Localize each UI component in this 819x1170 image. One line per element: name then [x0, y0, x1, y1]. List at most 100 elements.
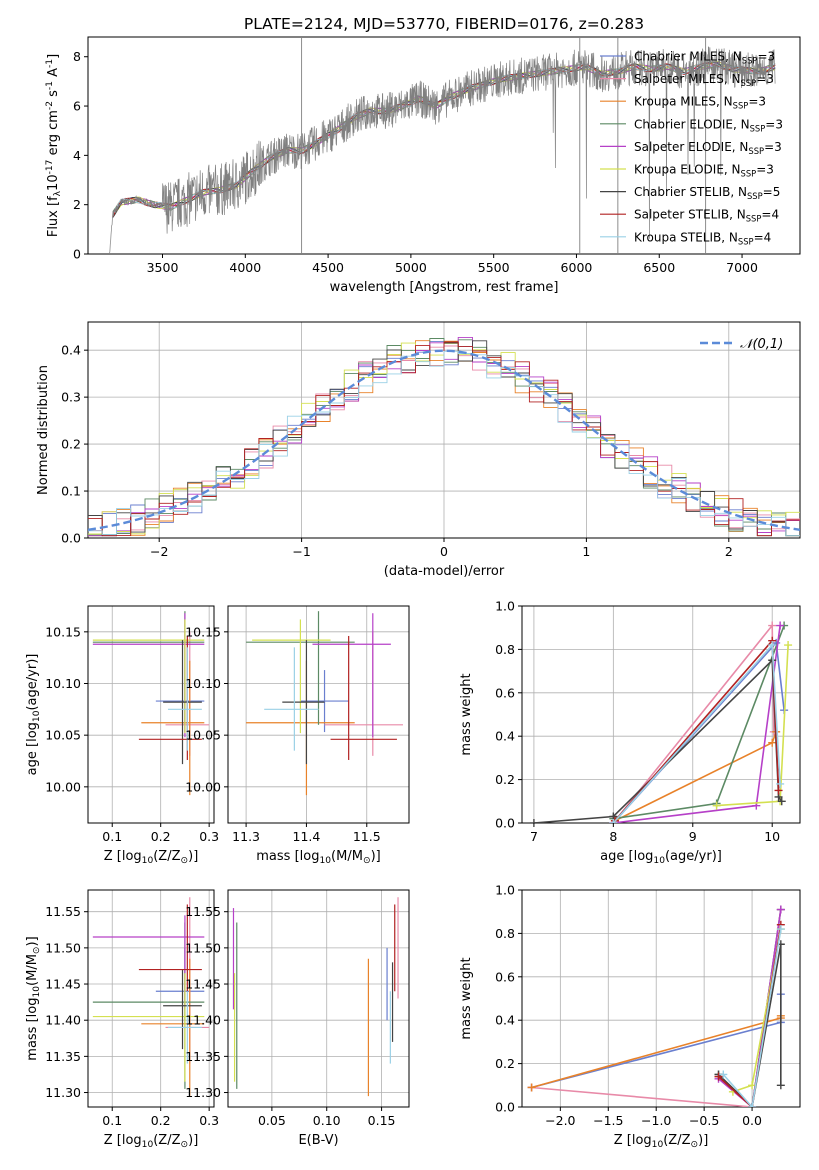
legend-label: 𝒩(0,1)	[740, 337, 783, 352]
marker-plus	[776, 621, 785, 630]
x-tick-label: −1.5	[593, 1113, 623, 1128]
legend-label: Kroupa STELIB, NSSP​=4	[634, 230, 771, 246]
plot-area-age_vs_mass	[246, 611, 403, 796]
legend-label: Chabrier STELIB, NSSP​=5	[634, 185, 780, 201]
x-tick-label: 8	[609, 829, 617, 844]
y-tick-label: 1.0	[495, 599, 515, 614]
y-tick-label: 0.4	[495, 1013, 515, 1028]
x-tick-label: 0.1	[102, 1113, 122, 1128]
axes-mass_vs_Z: 11.30 11.35 11.40 11.45 11.50 11.55 0.1 0.2 0.3Z…	[25, 889, 219, 1150]
x-tick-label: 11.5	[353, 829, 381, 844]
y-tick-label: 8	[73, 49, 81, 64]
plot-area-weight_vs_Z	[527, 905, 785, 1107]
axes-frame	[227, 889, 410, 1108]
y-axis-label: mass weight	[459, 673, 474, 755]
y-axis-label: Flux [fλ​10-17​ erg cm-2​ s-1​ A-1​]	[45, 54, 63, 237]
axes-frame	[87, 605, 215, 824]
y-tick-label: 11.30	[185, 1085, 221, 1100]
y-tick-label: 0.1	[61, 484, 81, 499]
x-tick-label: 0.3	[199, 1113, 219, 1128]
y-tick-label: 11.40	[45, 1013, 81, 1028]
y-tick-label: 10.00	[45, 779, 81, 794]
x-axis-label: Z [log10​(Z/Z⊙​)]	[614, 1133, 709, 1150]
x-tick-label: 0.2	[151, 1113, 171, 1128]
axes-weight_vs_age: 0.0 0.2 0.4 0.6 0.8 1.0 7 8 9 10 age [log10​(age/y…	[459, 599, 801, 866]
legend-label: Salpeter ELODIE, NSSP​=3	[634, 140, 782, 156]
x-tick-label: −1	[292, 544, 310, 559]
y-tick-label: 0	[73, 247, 81, 262]
y-tick-label: 0.6	[495, 685, 515, 700]
axes-age_vs_mass: 10.00 10.05 10.10 10.15 11.3 11.4 11.5 mass [lo…	[185, 605, 410, 866]
y-tick-label: 11.40	[185, 1013, 221, 1028]
y-tick-label: 11.50	[185, 940, 221, 955]
axes-frame	[87, 36, 801, 255]
marker-plus	[748, 1103, 757, 1107]
x-tick-label: 9	[689, 829, 697, 844]
x-tick-label: 6500	[643, 260, 675, 275]
y-tick-label: 0.6	[495, 969, 515, 984]
legend-label: Chabrier ELODIE, NSSP​=3	[634, 117, 783, 133]
marker-plus	[768, 641, 777, 650]
axes-mass_vs_EBV: 11.30 11.35 11.40 11.45 11.50 11.55 0.05 0.10 0.…	[185, 889, 410, 1148]
data-spectrum	[109, 46, 776, 254]
y-tick-label: 10.10	[185, 676, 221, 691]
y-tick-label: 0.0	[61, 531, 81, 546]
y-tick-label: 10.15	[185, 624, 221, 639]
weight-line	[722, 928, 782, 1107]
x-axis-label: wavelength [Angstrom, rest frame]	[330, 280, 559, 295]
legend-label: Salpeter STELIB, NSSP​=4	[634, 208, 779, 224]
gaussian-curve	[88, 349, 800, 531]
x-axis-label: E(B-V)	[298, 1133, 338, 1148]
x-tick-label: 4500	[312, 260, 344, 275]
x-tick-label: 6000	[561, 260, 593, 275]
x-tick-label: 0.0	[742, 1113, 762, 1128]
y-tick-label: 11.35	[185, 1049, 221, 1064]
x-tick-label: 2	[725, 544, 733, 559]
y-tick-label: 11.45	[45, 977, 81, 992]
axes-frame	[521, 889, 801, 1108]
marker-plus	[712, 801, 721, 810]
y-tick-label: 11.55	[185, 904, 221, 919]
y-tick-label: 0.4	[61, 343, 81, 358]
plot-area-mass_vs_EBV	[232, 897, 399, 1097]
marker-plus	[774, 786, 783, 795]
legend: Chabrier MILES, NSSP​=3 Salpeter MILES, N…	[600, 50, 783, 246]
x-axis-label: mass [log10​(M/M⊙​)]	[256, 849, 380, 866]
y-tick-label: 2	[73, 197, 81, 212]
y-tick-label: 11.55	[45, 904, 81, 919]
axes-frame	[227, 605, 410, 824]
y-tick-label: 0.8	[495, 926, 515, 941]
x-tick-label: 0.05	[258, 1113, 286, 1128]
y-tick-label: 11.30	[45, 1085, 81, 1100]
x-axis-label: Z [log10​(Z/Z⊙​)]	[104, 1133, 199, 1150]
x-tick-label: 3500	[147, 260, 179, 275]
marker-plus	[768, 738, 777, 747]
marker-plus	[768, 621, 777, 630]
weight-line	[533, 658, 783, 823]
y-tick-label: 11.45	[185, 977, 221, 992]
y-axis-label: mass [log10​(M/M⊙​)]	[25, 936, 42, 1060]
marker-plus	[529, 819, 538, 823]
marker-plus	[776, 1081, 785, 1090]
y-tick-label: 0.2	[495, 1056, 515, 1071]
y-tick-label: 10.10	[45, 676, 81, 691]
x-tick-label: 0.3	[199, 829, 219, 844]
axes-frame	[87, 321, 801, 539]
plot-area-mass_vs_Z	[92, 897, 210, 1097]
marker-plus	[527, 1083, 536, 1092]
x-tick-label: −2	[150, 544, 168, 559]
y-tick-label: 0.0	[495, 816, 515, 831]
axes-frame	[87, 889, 215, 1108]
x-tick-label: 10	[764, 829, 780, 844]
y-tick-label: 0.8	[495, 642, 515, 657]
y-tick-label: 11.35	[45, 1049, 81, 1064]
x-tick-label: 0.2	[151, 829, 171, 844]
marker-plus	[719, 1070, 728, 1079]
plot-area-weight_vs_age	[529, 621, 793, 823]
y-tick-label: 10.05	[185, 728, 221, 743]
y-tick-label: 10.15	[45, 624, 81, 639]
marker-plus	[776, 905, 785, 914]
y-tick-label: 11.50	[45, 940, 81, 955]
x-tick-label: 5500	[478, 260, 510, 275]
legend-label: Kroupa MILES, NSSP​=3	[634, 95, 766, 111]
